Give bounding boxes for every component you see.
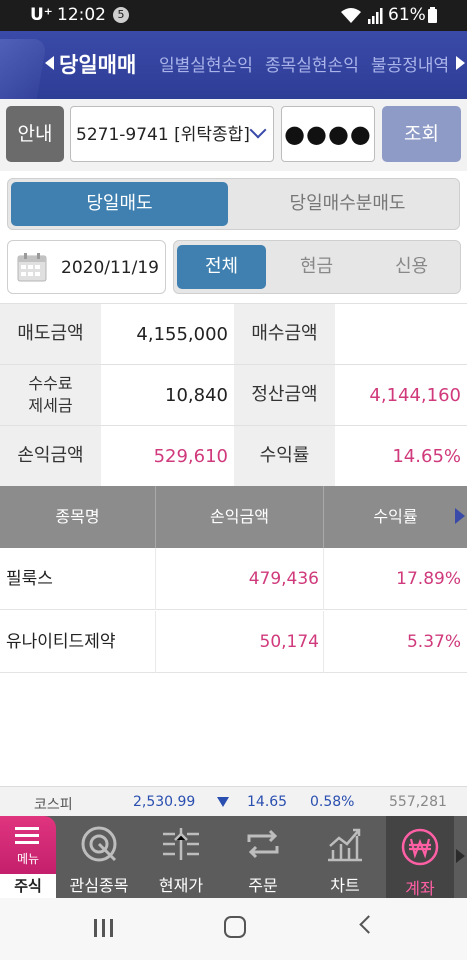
return-rate-label: 수익률 [234,426,335,486]
range-all[interactable]: 전체 [177,245,266,289]
range-cash[interactable]: 현금 [299,256,334,277]
stock-rate: 5.37% [406,632,461,652]
tab-today-trades[interactable]: 당일매매 [59,53,137,77]
nav-account[interactable]: 계좌 [386,816,454,898]
header-stock-name: 종목명 [55,507,100,526]
carrier-label: U⁺ [30,5,53,25]
sell-type-segment: 당일매도 당일매수분매도 [7,178,460,230]
header-return-rate: 수익률 [373,507,418,526]
account-row: 안내 5271-9741 [위탁종합] ●●●● 조회 [0,99,467,171]
account-number: 5271-9741 [위탁종합] [76,125,250,145]
battery-level: 61% [388,5,426,25]
clock: 12:02 [57,5,106,25]
nav-chart[interactable]: 차트 [304,816,386,898]
menu-label: 메뉴 [16,852,40,866]
stock-pl: 50,174 [259,632,319,652]
nav-label: 관심종목 [69,876,129,895]
sell-amount-label: 매도금액 [0,304,101,364]
chart-icon [328,828,362,862]
buy-amount-value [335,304,467,364]
return-rate-value: 14.65% [335,426,467,486]
pl-label: 손익금액 [0,426,101,486]
fee-tax-value: 10,840 [101,365,234,425]
home-button[interactable] [224,916,246,938]
scroll-right-icon[interactable] [455,508,465,524]
tab-unfair-trades[interactable]: 불공정내역 [371,56,450,76]
nav-order[interactable]: 주문 [222,816,304,898]
sell-amount-value: 4,155,000 [101,304,234,364]
info-button[interactable]: 안내 [6,106,64,162]
nav-left-arrow-icon[interactable] [45,56,54,70]
battery-icon [428,7,437,23]
nav-watchlist[interactable]: 관심종목 [58,816,140,898]
sell-type-segment-wrap: 당일매도 당일매수분매도 [0,171,467,237]
nav-label: 현재가 [158,876,204,895]
market-index-bar[interactable]: 코스피 2,530.99 14.65 0.58% 557,281 [0,786,467,816]
index-name: 코스피 [34,797,73,813]
menu-section-label: 주식 [0,874,56,898]
wifi-icon [340,8,362,29]
nav-label: 차트 [330,876,360,895]
nav-right-arrow-icon[interactable] [456,56,465,70]
signal-icon [367,8,383,29]
stock-rate: 17.89% [396,569,461,589]
buy-amount-label: 매수금액 [234,304,335,364]
table-header: 종목명 손익금액 수익률 [0,486,467,548]
status-bar: U⁺ 12:02 5 61% [0,0,467,31]
header-pl-amount: 손익금액 [210,507,269,526]
index-change: 14.65 [247,794,288,810]
search-button[interactable]: 조회 [382,106,461,162]
down-arrow-icon [217,797,229,807]
segment-today-buy-sell[interactable]: 당일매수분매도 [289,193,406,214]
settlement-label: 정산금액 [234,365,335,425]
table-row[interactable]: 필룩스 479,436 17.89% [0,548,467,610]
fee-tax-label: 수수료 제세금 [0,365,101,425]
summary-table: 매도금액 4,155,000 매수금액 수수료 제세금 10,840 정산금액 … [0,303,467,486]
nav-current-price[interactable]: 현재가 [140,816,222,898]
stock-name: 유나이티드제약 [6,632,116,652]
table-row[interactable]: 유나이티드제약 50,174 5.37% [0,611,467,673]
tab-stock-realized-pl[interactable]: 종목실현손익 [265,56,359,76]
tax-label: 제세금 [28,396,73,415]
current-price-icon [163,828,199,860]
password-field[interactable]: ●●●● [281,106,375,162]
system-nav-bar [0,898,467,960]
order-icon [247,829,279,859]
won-account-icon [401,828,439,866]
tab-daily-realized-pl[interactable]: 일별실현손익 [159,56,253,76]
index-value: 2,530.99 [133,794,196,810]
nav-label: 계좌 [405,879,435,898]
nav-label: 주문 [248,876,278,895]
watchlist-icon [81,826,117,862]
index-change-pct: 0.58% [310,794,355,810]
hamburger-icon [15,827,39,830]
selected-date: 2020/11/19 [61,258,159,278]
filter-row: 2020/11/19 전체 현금 신용 [0,237,467,303]
fee-label: 수수료 [28,374,73,393]
menu-button-bg [0,816,56,874]
settlement-value: 4,144,160 [335,365,467,425]
stock-pl: 479,436 [248,569,319,589]
stock-name: 필룩스 [6,569,53,589]
account-dropdown[interactable]: 5271-9741 [위탁종합] [70,106,274,162]
notification-badge: 5 [113,7,129,23]
calendar-icon [17,253,47,282]
bottom-nav: 메뉴 주식 관심종목 현재가 주문 [0,816,467,898]
index-volume: 557,281 [389,794,447,810]
range-segment: 전체 현금 신용 [173,240,461,294]
menu-button[interactable]: 메뉴 주식 [0,816,56,898]
segment-today-sell[interactable]: 당일매도 [11,182,228,226]
range-credit[interactable]: 신용 [394,256,429,277]
chevron-down-icon [249,121,267,139]
nav-decoration [0,39,48,99]
date-picker[interactable]: 2020/11/19 [7,240,166,294]
top-nav: 당일매매 일별실현손익 종목실현손익 불공정내역 [0,31,467,99]
recent-apps-button[interactable] [94,919,114,937]
nav-more-arrow-icon[interactable] [456,849,465,863]
back-button[interactable] [359,915,378,934]
pl-value: 529,610 [101,426,234,486]
